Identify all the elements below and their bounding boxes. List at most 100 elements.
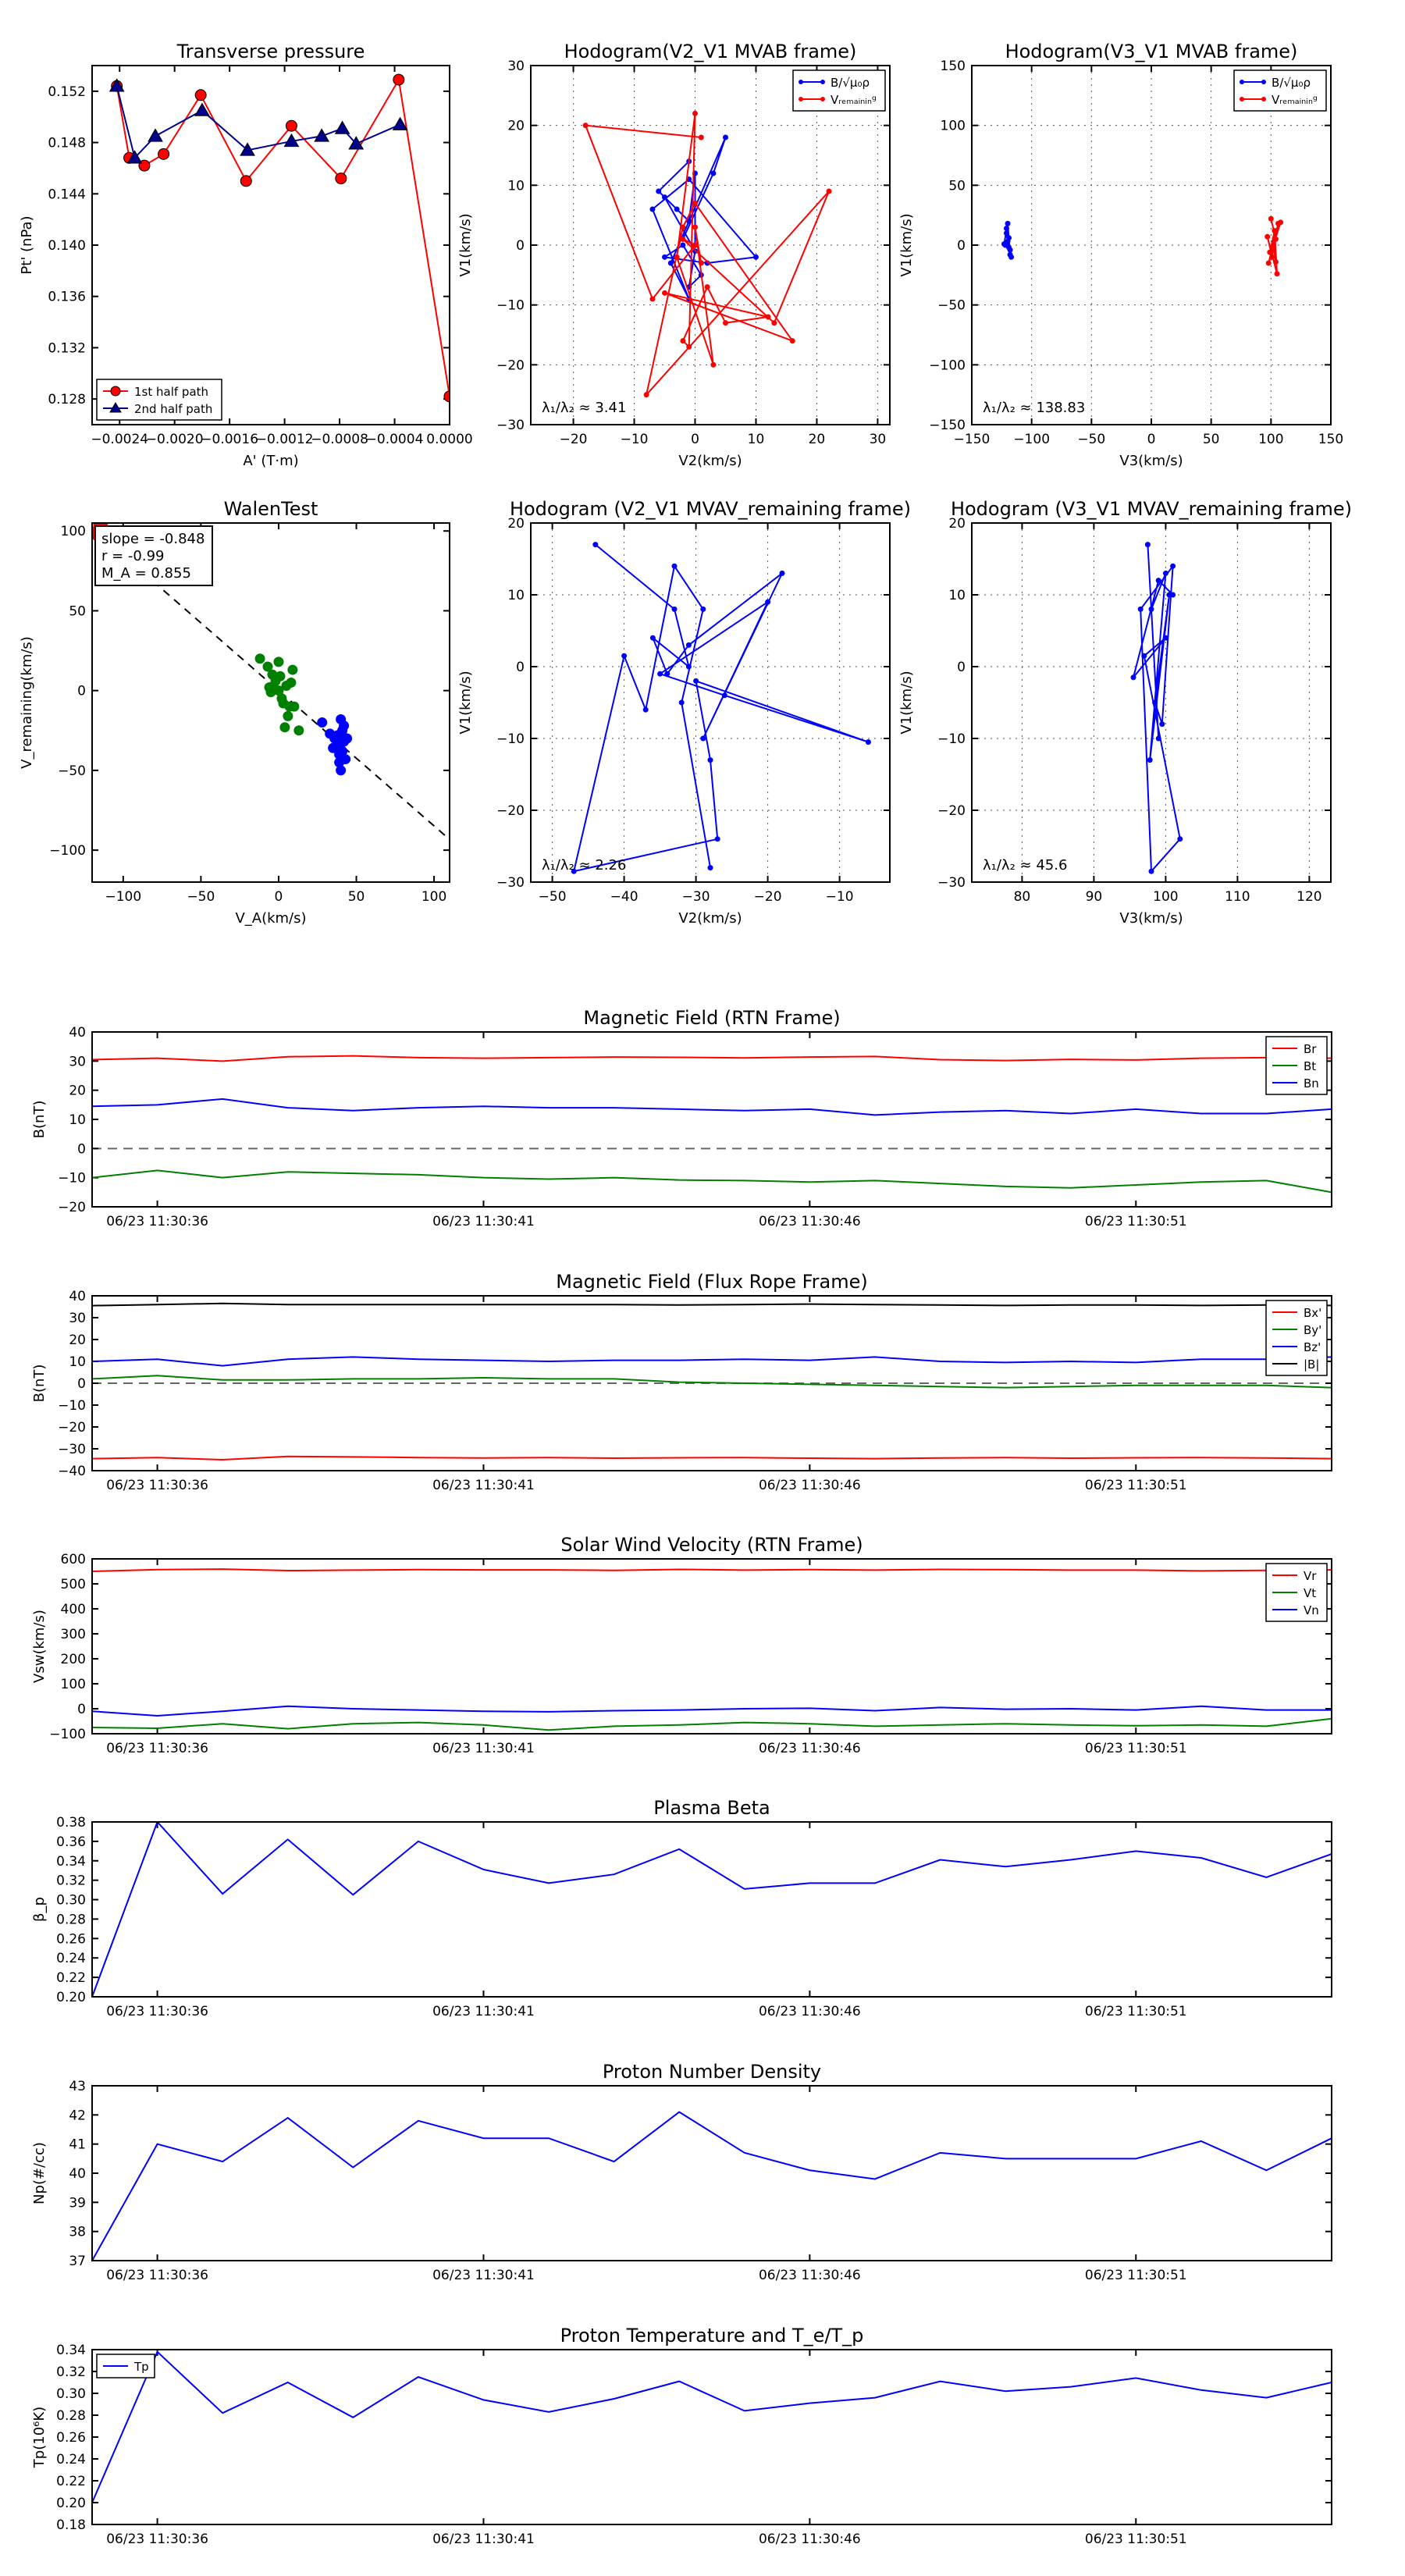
- y-tick-label: −50: [937, 298, 966, 314]
- data-point: [194, 102, 210, 116]
- y-tick-label: 500: [61, 1577, 86, 1592]
- y-tick-label: 10: [507, 588, 525, 603]
- plot-area: [92, 1568, 1332, 1731]
- y-tick-label: −30: [496, 875, 525, 891]
- series-line: [92, 1717, 1332, 1731]
- legend-label: B/√μ₀ρ: [1272, 76, 1311, 90]
- plot-area: [582, 110, 832, 398]
- y-axis-label: B(nT): [31, 1101, 48, 1139]
- plot-frame: [91, 1558, 1332, 1735]
- plot-area: [571, 542, 871, 874]
- data-point: [339, 720, 350, 731]
- series-by-: [92, 1375, 1332, 1389]
- x-tick-label: 06/23 11:30:51: [1085, 1741, 1187, 1756]
- x-tick-label: 06/23 11:30:41: [432, 2004, 535, 2019]
- data-point: [678, 699, 685, 706]
- legend: Bx' By' Bz' |B|: [1265, 1300, 1328, 1376]
- legend-label: Bz': [1304, 1340, 1321, 1354]
- data-point: [262, 661, 273, 672]
- data-point: [1005, 220, 1011, 226]
- series-bt: [92, 1169, 1332, 1194]
- data-point: [1003, 230, 1009, 237]
- x-tick-label: 06/23 11:30:36: [106, 1478, 208, 1493]
- y-tick-label: 50: [69, 603, 86, 619]
- y-tick-label: 0.30: [56, 1893, 86, 1909]
- x-tick-label: −40: [610, 889, 638, 905]
- x-tick-label: 10: [748, 432, 765, 447]
- data-point: [693, 678, 699, 684]
- x-axis-label: A' (T·m): [243, 453, 298, 469]
- data-point: [680, 224, 686, 230]
- chart-beta: Plasma Beta 0.20 0.22 0.24 0.26 0.28 0.30 0.32 0…: [31, 1797, 1332, 2019]
- x-tick-label: −0.0016: [201, 432, 258, 447]
- plot-area: [92, 1302, 1332, 1461]
- legend-marker: [1240, 80, 1244, 84]
- legend-marker: [1261, 80, 1266, 84]
- data-point: [443, 390, 450, 403]
- data-point: [265, 687, 276, 698]
- y-tick-label: 40: [69, 2166, 86, 2182]
- y-tick-label: 30: [507, 59, 525, 74]
- y-tick-label: 0.22: [56, 2474, 86, 2489]
- data-point: [317, 717, 328, 728]
- data-point: [707, 865, 713, 871]
- data-point: [700, 606, 706, 612]
- data-point: [1272, 228, 1278, 234]
- x-tick-label: 06/23 11:30:41: [432, 2268, 535, 2283]
- data-point: [656, 188, 662, 194]
- legend-label: Vr: [1304, 1569, 1317, 1583]
- data-point: [649, 296, 656, 302]
- x-tick-label: −0.0004: [366, 432, 424, 447]
- x-tick-label: −100: [105, 889, 141, 905]
- x-tick-label: 06/23 11:30:36: [106, 2004, 208, 2019]
- y-tick-label: 0.26: [56, 2430, 86, 2446]
- series-green: [254, 653, 304, 736]
- plot-frame: [91, 1821, 1332, 1998]
- data-point: [722, 320, 728, 326]
- data-point: [680, 338, 686, 344]
- data-point: [592, 542, 599, 548]
- data-point: [1177, 836, 1183, 842]
- data-point: [335, 173, 347, 185]
- chart-density: Proton Number Density 37 38 39 40 41 42 43 06/23…: [31, 2061, 1332, 2283]
- eigen-ratio-label: λ₁/λ₂ ≈ 2.26: [542, 857, 626, 873]
- y-tick-label: 200: [61, 1652, 86, 1667]
- legend-label: Bx': [1304, 1306, 1321, 1320]
- y-tick-label: −10: [496, 298, 525, 314]
- data-point: [1267, 249, 1273, 255]
- legend-label: Vᵣₑₘₐᵢₙᵢₙᵍ: [1272, 93, 1318, 107]
- x-tick-label: 06/23 11:30:46: [759, 2004, 861, 2019]
- data-point: [334, 120, 350, 134]
- data-point: [283, 710, 293, 721]
- data-point: [240, 175, 252, 187]
- data-point: [254, 653, 265, 664]
- y-tick-label: −100: [49, 1727, 86, 1742]
- y-tick-label: 0.32: [56, 2364, 86, 2380]
- legend: Br Bt Bn: [1265, 1036, 1328, 1095]
- plot-area: [92, 1822, 1332, 1997]
- legend: B/√μ₀ρ Vᵣₑₘₐᵢₙᵢₙᵍ: [1233, 69, 1327, 112]
- series-v: [571, 542, 871, 874]
- chart-walen: WalenTest −100 −50 0 50 100 −100 −50 0 50 100 V_A(k…: [19, 498, 450, 927]
- series-tp: [92, 2350, 1332, 2503]
- series-np: [92, 2111, 1332, 2261]
- series--b-: [92, 1302, 1332, 1307]
- y-tick-label: −40: [58, 1464, 86, 1479]
- data-point: [1269, 254, 1275, 260]
- series-line: [584, 113, 830, 398]
- y-tick-label: 0.140: [48, 238, 86, 254]
- eigen-ratio-label: λ₁/λ₂ ≈ 138.83: [983, 400, 1085, 416]
- chart-title: Hodogram (V2_V1 MVAV_remaining frame): [510, 498, 911, 520]
- series-beta: [92, 1822, 1332, 1997]
- x-tick-label: 06/23 11:30:41: [432, 1741, 535, 1756]
- legend-marker: [1261, 97, 1266, 101]
- series-line: [92, 1098, 1332, 1116]
- y-tick-label: 150: [941, 59, 966, 74]
- x-tick-label: 06/23 11:30:41: [432, 1214, 535, 1229]
- y-tick-label: 0: [77, 1141, 86, 1157]
- legend-label: Tp: [133, 2360, 149, 2374]
- plot-frame: [530, 65, 891, 425]
- legend-marker: [799, 80, 803, 84]
- plot-frame: [91, 1295, 1332, 1471]
- chart-mag_rtn: Magnetic Field (RTN Frame) −20 −10 0 10 20 30 4…: [31, 1007, 1332, 1229]
